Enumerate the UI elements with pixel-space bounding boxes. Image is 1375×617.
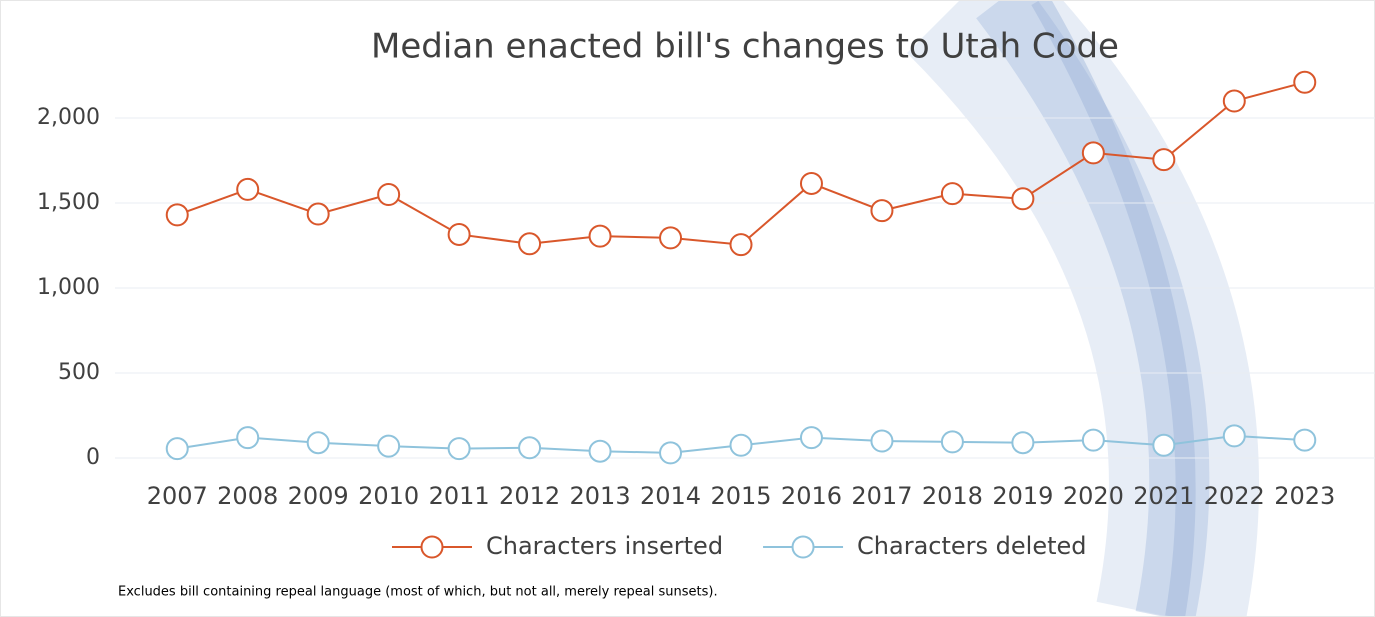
marker	[871, 200, 892, 221]
x-tick-label: 2017	[851, 482, 912, 510]
marker	[449, 438, 470, 459]
marker	[1153, 435, 1174, 456]
marker	[1224, 425, 1245, 446]
x-tick-label: 2019	[992, 482, 1053, 510]
marker	[590, 441, 611, 462]
marker	[308, 204, 329, 225]
marker	[167, 204, 188, 225]
marker	[1153, 149, 1174, 170]
marker	[801, 173, 822, 194]
legend-marker	[422, 537, 443, 558]
x-tick-label: 2015	[710, 482, 771, 510]
x-tick-label: 2018	[922, 482, 983, 510]
x-tick-label: 2009	[288, 482, 349, 510]
x-tick-label: 2022	[1204, 482, 1265, 510]
x-tick-label: 2023	[1274, 482, 1335, 510]
legend-label: Characters deleted	[857, 532, 1086, 560]
marker	[378, 436, 399, 457]
marker	[1294, 430, 1315, 451]
x-tick-label: 2011	[429, 482, 490, 510]
y-tick-label: 500	[58, 360, 100, 385]
x-tick-label: 2016	[781, 482, 842, 510]
marker	[1224, 91, 1245, 112]
marker	[1012, 188, 1033, 209]
background-arcs	[960, 0, 1186, 617]
marker	[378, 184, 399, 205]
x-tick-label: 2007	[147, 482, 208, 510]
marker	[167, 438, 188, 459]
marker	[1012, 432, 1033, 453]
x-tick-label: 2012	[499, 482, 560, 510]
y-tick-label: 2,000	[37, 105, 100, 130]
marker	[731, 435, 752, 456]
marker	[731, 234, 752, 255]
x-tick-label: 2013	[570, 482, 631, 510]
marker	[942, 183, 963, 204]
x-tick-label: 2010	[358, 482, 419, 510]
x-tick-label: 2020	[1063, 482, 1124, 510]
marker	[519, 233, 540, 254]
marker	[1083, 142, 1104, 163]
y-tick-label: 0	[86, 445, 100, 470]
marker	[449, 224, 470, 245]
x-tick-label: 2014	[640, 482, 701, 510]
marker	[1294, 72, 1315, 93]
marker	[871, 431, 892, 452]
marker	[308, 432, 329, 453]
legend-label: Characters inserted	[486, 532, 723, 560]
y-tick-label: 1,000	[37, 275, 100, 300]
marker	[801, 427, 822, 448]
marker	[237, 179, 258, 200]
footnote: Excludes bill containing repeal language…	[118, 585, 718, 600]
chart: Median enacted bill's changes to Utah Co…	[0, 0, 1375, 617]
marker	[942, 431, 963, 452]
chart-title: Median enacted bill's changes to Utah Co…	[371, 27, 1119, 67]
marker	[660, 442, 681, 463]
legend-marker	[793, 537, 814, 558]
marker	[1083, 430, 1104, 451]
x-tick-label: 2008	[217, 482, 278, 510]
y-tick-label: 1,500	[37, 190, 100, 215]
marker	[519, 437, 540, 458]
marker	[660, 227, 681, 248]
marker	[590, 226, 611, 247]
x-tick-label: 2021	[1133, 482, 1194, 510]
marker	[237, 427, 258, 448]
